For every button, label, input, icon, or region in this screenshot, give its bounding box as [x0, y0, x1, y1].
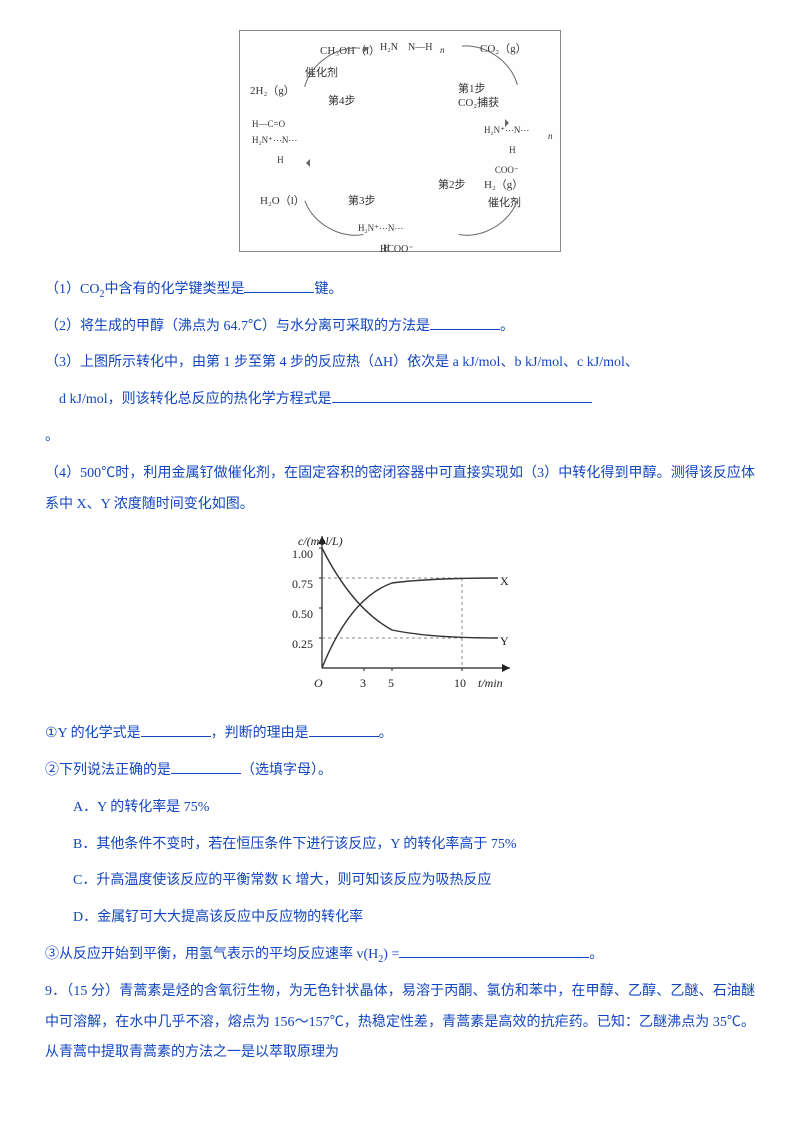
poly-top-h2n: H₂N	[380, 37, 398, 59]
sub1-blank2[interactable]	[309, 722, 379, 737]
sub1-b: ，判断的理由是	[211, 726, 309, 741]
question-9: 9．（15 分）青蒿素是烃的含氧衍生物，为无色针状晶体，易溶于丙酮、氯仿和苯中，…	[45, 977, 755, 1069]
sub-question-3: ③从反应开始到平衡，用氢气表示的平均反应速率 v(H2) =。	[45, 940, 755, 971]
question-4-intro: （4）500℃时，利用金属钌做催化剂，在固定容积的密闭容器中可直接实现如（3）中…	[45, 459, 755, 521]
sub3-suffix: 。	[589, 947, 603, 962]
xtick-10: 10	[454, 670, 466, 696]
chart-container: c/(mol/L) 1.00 0.75 0.50 0.25 O 3 5 10 t…	[45, 528, 755, 711]
sub-question-1: ①Y 的化学式是 ，判断的理由是 。	[45, 719, 755, 750]
ytick-075: 0.75	[292, 571, 313, 597]
sub2-text: ②下列说法正确的是	[45, 763, 171, 778]
label-hcoo: HCOO⁻	[380, 239, 414, 261]
poly-top-nh: N—H	[408, 37, 432, 59]
option-c: C．升高温度使该反应的平衡常数 K 增大，则可知该反应为吸热反应	[45, 866, 755, 897]
option-d: D．金属钌可大大提高该反应中反应物的转化率	[45, 903, 755, 934]
series-x-label: X	[500, 568, 509, 594]
arrow-l	[302, 159, 310, 167]
question-3-suffix: 。	[45, 422, 755, 453]
label-h2o: H₂O（l）	[260, 189, 305, 213]
ytick-100: 1.00	[292, 541, 313, 567]
q3-line1: （3）上图所示转化中，由第 1 步至第 4 步的反应热（ΔH）依次是 a kJ/…	[45, 355, 639, 370]
sub3-b: ) =	[383, 947, 399, 962]
series-y-label: Y	[500, 628, 509, 654]
q9-text: 9．（15 分）青蒿素是烃的含氧衍生物，为无色针状晶体，易溶于丙酮、氯仿和苯中，…	[45, 984, 755, 1061]
question-3-line1: （3）上图所示转化中，由第 1 步至第 4 步的反应热（ΔH）依次是 a kJ/…	[45, 348, 755, 379]
q2-text: （2）将生成的甲醇（沸点为 64.7℃）与水分离可采取的方法是	[45, 319, 430, 334]
arrow-r	[505, 119, 513, 127]
q4-intro: （4）500℃时，利用金属钌做催化剂，在固定容积的密闭容器中可直接实现如（3）中…	[45, 466, 755, 512]
q1-prefix: （1）CO	[45, 282, 99, 297]
label-2h2: 2H₂（g）	[250, 79, 295, 103]
q1-mid: 中含有的化学键类型是	[104, 282, 244, 297]
q1-blank[interactable]	[244, 278, 314, 293]
option-a: A．Y 的转化率是 75%	[45, 793, 755, 824]
q3-suffix: 。	[45, 429, 59, 444]
q2-blank[interactable]	[430, 315, 500, 330]
ytick-025: 0.25	[292, 631, 313, 657]
q3-line2: d kJ/mol，则该转化总反应的热化学方程式是	[59, 392, 332, 407]
sub2-blank[interactable]	[171, 759, 241, 774]
chart-origin: O	[314, 670, 323, 696]
question-3-line2: d kJ/mol，则该转化总反应的热化学方程式是	[45, 385, 755, 416]
sub2-suffix: （选填字母）。	[241, 763, 332, 778]
sub3-a: ③从反应开始到平衡，用氢气表示的平均反应速率 v(H	[45, 947, 378, 962]
sub1-a: ①Y 的化学式是	[45, 726, 141, 741]
question-2: （2）将生成的甲醇（沸点为 64.7℃）与水分离可采取的方法是 。	[45, 312, 755, 343]
xtick-3: 3	[360, 670, 366, 696]
concentration-chart: c/(mol/L) 1.00 0.75 0.50 0.25 O 3 5 10 t…	[270, 528, 530, 698]
ytick-050: 0.50	[292, 601, 313, 627]
q2-suffix: 。	[500, 319, 514, 334]
q3-blank[interactable]	[332, 388, 592, 403]
cycle-diagram-container: CH₃OH（l） 催化剂 2H₂（g） 第4步 CO₂（g） 第1步 CO₂捕获…	[45, 30, 755, 265]
sub1-suffix: 。	[379, 726, 393, 741]
sub1-blank1[interactable]	[141, 722, 211, 737]
poly-left-co: H—C=O	[252, 115, 285, 135]
sub3-blank[interactable]	[399, 943, 589, 958]
sub-question-2: ②下列说法正确的是 （选填字母）。	[45, 756, 755, 787]
poly-left: H₂N⁺⋯N⋯ H	[252, 131, 297, 171]
question-1: （1）CO2中含有的化学键类型是键。	[45, 275, 755, 306]
q1-suffix: 键。	[314, 282, 342, 297]
chart-xlabel: t/min	[478, 670, 503, 696]
poly-right-n: n	[548, 127, 553, 147]
cycle-diagram: CH₃OH（l） 催化剂 2H₂（g） 第4步 CO₂（g） 第1步 CO₂捕获…	[239, 30, 561, 252]
xtick-5: 5	[388, 670, 394, 696]
option-b: B．其他条件不变时，若在恒压条件下进行该反应，Y 的转化率高于 75%	[45, 830, 755, 861]
